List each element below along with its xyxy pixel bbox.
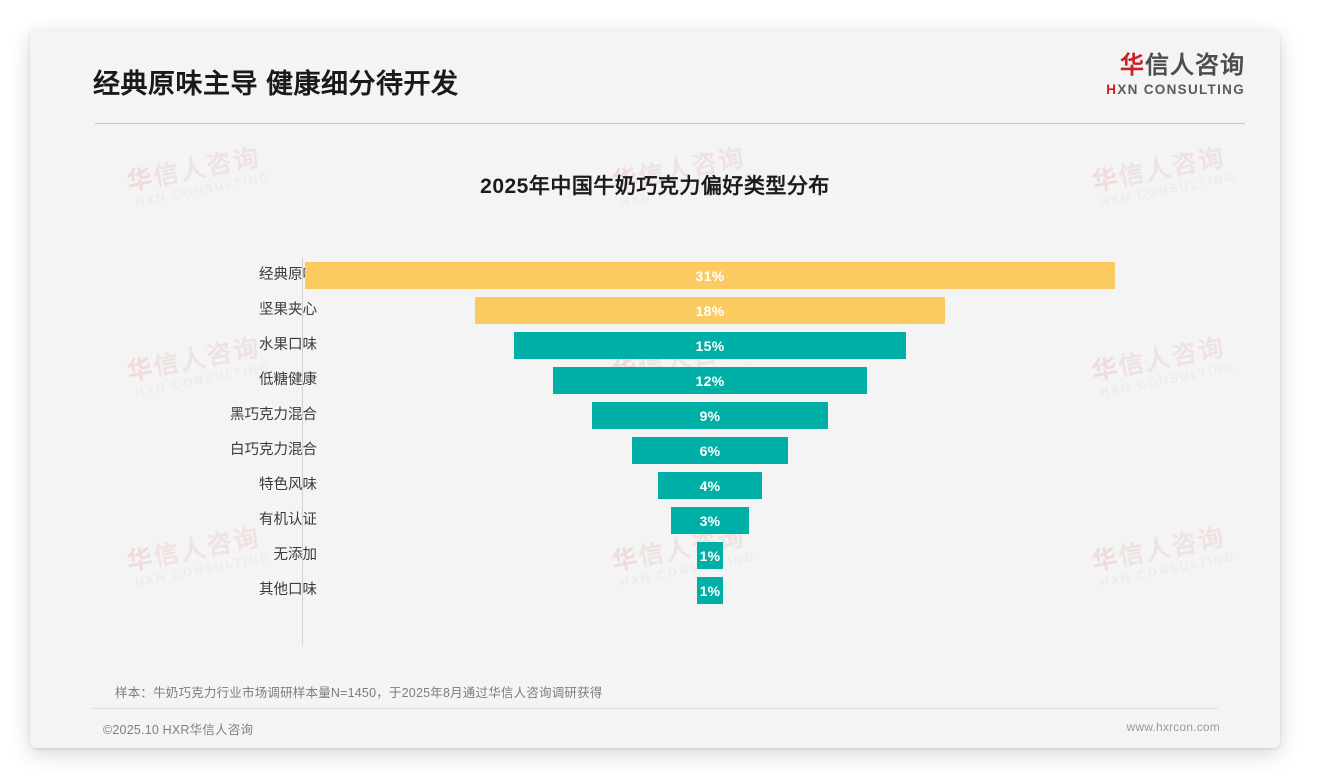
bar-track: 15% xyxy=(305,328,1280,363)
bar-value-label: 3% xyxy=(699,512,721,529)
funnel-bar[interactable]: 15% xyxy=(514,332,906,359)
bar-value-label: 12% xyxy=(695,372,725,389)
funnel-bar[interactable]: 3% xyxy=(670,507,750,534)
category-label: 有机认证 xyxy=(259,512,317,528)
bar-value-label: 4% xyxy=(699,477,721,494)
funnel-bar[interactable]: 1% xyxy=(696,542,724,569)
logo-en-red-char: H xyxy=(1106,81,1118,97)
bar-track: 3% xyxy=(305,503,1280,538)
category-label: 坚果夹心 xyxy=(259,302,317,318)
bar-value-label: 6% xyxy=(699,442,721,459)
bar-track: 18% xyxy=(305,293,1280,328)
category-label: 白巧克力混合 xyxy=(230,442,317,458)
funnel-row: 黑巧克力混合 9% xyxy=(30,398,1280,433)
funnel-row: 其他口味 1% xyxy=(30,573,1280,608)
sample-footnote: 样本：牛奶巧克力行业市场调研样本量N=1450，于2025年8月通过华信人咨询调… xyxy=(115,686,603,700)
category-label: 低糖健康 xyxy=(259,372,317,388)
logo-en-rest: XN CONSULTING xyxy=(1117,81,1245,97)
bar-value-label: 15% xyxy=(695,337,725,354)
logo-chinese-text: 华信人咨询 xyxy=(1106,52,1245,80)
slide-header: 经典原味主导 健康细分待开发 华信人咨询 HXN CONSULTING xyxy=(30,30,1280,122)
bar-track: 1% xyxy=(305,538,1280,573)
category-label: 其他口味 xyxy=(259,582,317,598)
funnel-row: 有机认证 3% xyxy=(30,503,1280,538)
funnel-row: 白巧克力混合 6% xyxy=(30,433,1280,468)
bar-value-label: 18% xyxy=(695,302,725,319)
category-label: 无添加 xyxy=(273,547,318,563)
funnel-bar[interactable]: 18% xyxy=(474,297,946,324)
bar-track: 31% xyxy=(305,258,1280,293)
funnel-row: 特色风味 4% xyxy=(30,468,1280,503)
funnel-bar[interactable]: 4% xyxy=(657,472,763,499)
funnel-row: 坚果夹心 18% xyxy=(30,293,1280,328)
bar-value-label: 9% xyxy=(699,407,721,424)
chart-axis-line xyxy=(302,258,303,645)
website-url[interactable]: www.hxrcon.com xyxy=(1126,720,1220,734)
category-label: 经典原味 xyxy=(259,267,317,283)
category-label: 黑巧克力混合 xyxy=(230,407,317,423)
page-title: 经典原味主导 健康细分待开发 xyxy=(93,69,459,99)
bar-track: 6% xyxy=(305,433,1280,468)
logo-english-text: HXN CONSULTING xyxy=(1106,82,1245,97)
logo-cn-red-char: 华 xyxy=(1120,52,1145,79)
funnel-chart: 经典原味 31% 坚果夹心 18% 水果口味 15% 低糖健康 12% 黑巧克力混合 9% 白巧克力… xyxy=(30,258,1280,648)
bar-track: 4% xyxy=(305,468,1280,503)
category-label: 水果口味 xyxy=(259,337,317,353)
bar-track: 12% xyxy=(305,363,1280,398)
brand-logo: 华信人咨询 HXN CONSULTING xyxy=(1106,52,1245,97)
header-divider xyxy=(95,123,1245,124)
bar-value-label: 1% xyxy=(699,547,721,564)
funnel-row: 低糖健康 12% xyxy=(30,363,1280,398)
footer-divider xyxy=(92,708,1218,709)
funnel-rows-container: 经典原味 31% 坚果夹心 18% 水果口味 15% 低糖健康 12% 黑巧克力混合 9% 白巧克力… xyxy=(30,258,1280,608)
category-label: 特色风味 xyxy=(259,477,317,493)
bar-track: 1% xyxy=(305,573,1280,608)
funnel-bar[interactable]: 12% xyxy=(553,367,867,394)
funnel-row: 经典原味 31% xyxy=(30,258,1280,293)
funnel-bar[interactable]: 9% xyxy=(592,402,828,429)
funnel-bar[interactable]: 6% xyxy=(631,437,789,464)
logo-cn-rest: 信人咨询 xyxy=(1145,52,1245,79)
funnel-bar[interactable]: 31% xyxy=(305,262,1115,289)
chart-title: 2025年中国牛奶巧克力偏好类型分布 xyxy=(480,175,830,198)
copyright-text: ©2025.10 HXR华信人咨询 xyxy=(103,723,254,737)
funnel-row: 水果口味 15% xyxy=(30,328,1280,363)
funnel-bar[interactable]: 1% xyxy=(696,577,724,604)
funnel-row: 无添加 1% xyxy=(30,538,1280,573)
bar-value-label: 1% xyxy=(699,582,721,599)
slide-footer: ©2025.10 HXR华信人咨询 www.hxrcon.com xyxy=(30,709,1280,748)
bar-value-label: 31% xyxy=(695,267,725,284)
slide-card: 华信人咨询 HXN CONSULTING 华信人咨询 HXN CONSULTING 华信… xyxy=(30,30,1280,748)
bar-track: 9% xyxy=(305,398,1280,433)
